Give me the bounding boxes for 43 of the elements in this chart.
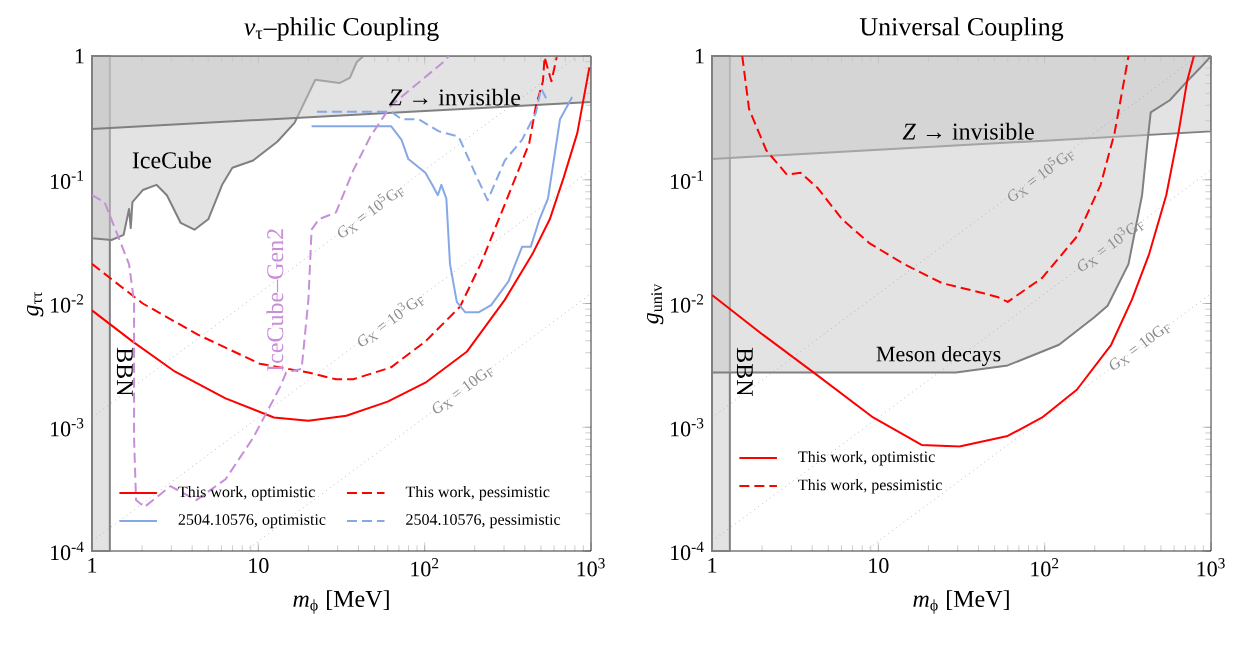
y-tick-label: 10$^{-4}$: [51, 541, 84, 561]
band-label: BBN: [736, 347, 753, 396]
y-tick-label: 10$^{-2}$: [51, 294, 84, 313]
chart-title: ν$_{τ}$–philic Coupling: [244, 17, 439, 41]
band-label: BBN: [116, 347, 133, 396]
legend-label: 2504.10576, optimistic: [178, 514, 326, 529]
y-tick-label: 1: [695, 48, 704, 64]
annotation: G$_{X}$ = 10G$_{F}$: [432, 367, 494, 414]
y-tick-label: 10$^{-1}$: [51, 170, 84, 189]
x-tick-label: 1: [88, 558, 97, 573]
x-axis-title: m$_{ϕ}$ [MeV]: [293, 590, 389, 614]
x-tick-label: 1: [708, 558, 717, 573]
legend-label: This work, optimistic: [178, 486, 315, 501]
x-axis-title: m$_{ϕ}$ [MeV]: [913, 590, 1009, 614]
y-tick-label: 10$^{-3}$: [51, 418, 84, 437]
legend-label: This work, pessimistic: [405, 486, 550, 501]
annotation: Z → invisible: [902, 122, 1034, 140]
annotation: G$_{X}$ = 10$^{3}$G$_{F}$: [358, 296, 425, 347]
text: IceCube–Gen2: [266, 229, 284, 371]
y-tick-label: 1: [75, 48, 84, 64]
legend-label: This work, pessimistic: [798, 479, 942, 494]
annotation: G$_{X}$ = 10$^{5}$G$_{F}$: [1008, 151, 1075, 202]
legend-label: 2504.10576, pessimistic: [406, 514, 561, 529]
x-tick-label: 10$^{2}$: [411, 558, 439, 577]
annotation: Z → invisible: [388, 88, 521, 106]
x-tick-label: 10$^{3}$: [577, 558, 605, 577]
y-tick-label: 10$^{-1}$: [671, 170, 704, 189]
y-axis-title: g$_{ττ}$: [26, 291, 44, 317]
x-tick-label: 10$^{2}$: [1031, 558, 1059, 577]
annotation: G$_{X}$ = 10$^{3}$G$_{F}$: [1077, 221, 1144, 271]
y-tick-label: 10$^{-4}$: [671, 541, 704, 561]
annotation: Meson decays: [876, 345, 1001, 366]
x-tick-label: 10: [869, 558, 889, 573]
y-tick-label: 10$^{-2}$: [671, 294, 704, 313]
annotation: IceCube: [132, 151, 211, 169]
x-tick-label: 10$^{3}$: [1197, 558, 1225, 577]
chart-title: Universal Coupling: [859, 17, 1064, 41]
annotation: G$_{X}$ = 10G$_{F}$: [1109, 324, 1171, 370]
x-tick-label: 10: [249, 558, 269, 573]
y-tick-label: 10$^{-3}$: [671, 418, 704, 437]
y-axis-title: g$_{univ}$: [646, 283, 664, 325]
legend-label: This work, optimistic: [798, 450, 935, 466]
annotation: G$_{X}$ = 10$^{5}$G$_{F}$: [338, 187, 405, 238]
